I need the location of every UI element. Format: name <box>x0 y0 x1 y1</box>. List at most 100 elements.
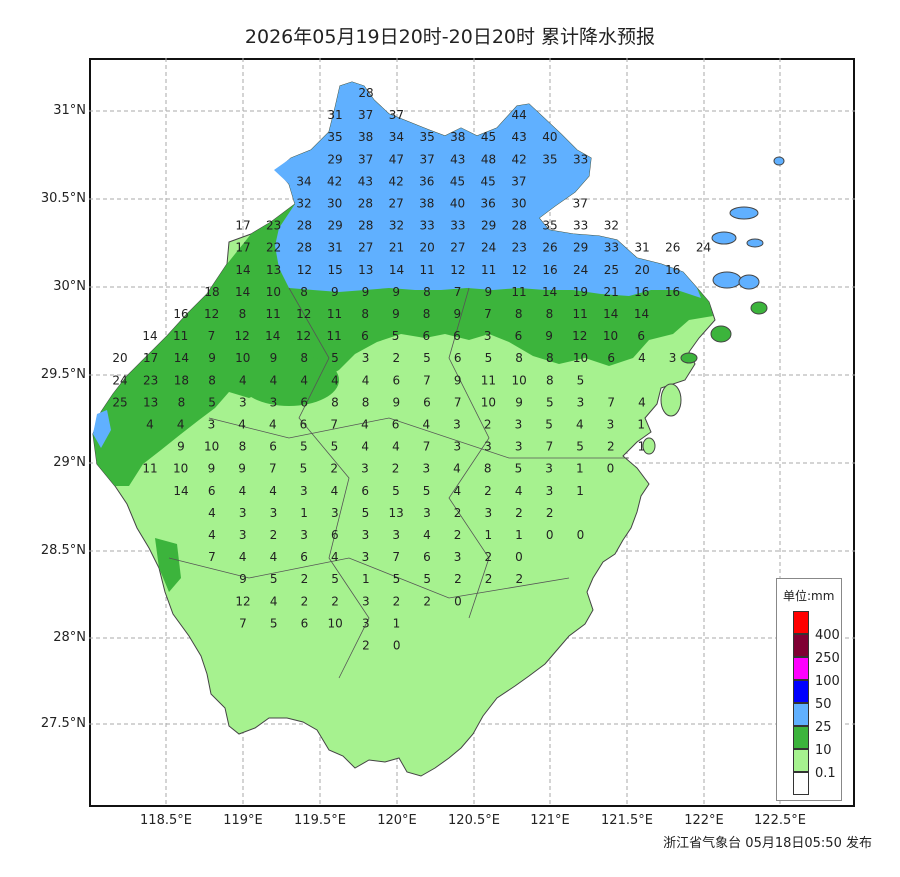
precip-value: 2 <box>392 462 400 476</box>
lon-label: 119.5°E <box>294 813 346 828</box>
precip-value: 2 <box>484 550 492 564</box>
precip-value: 3 <box>392 528 400 542</box>
precip-value: 28 <box>297 241 312 255</box>
lat-label: 29°N <box>53 455 86 470</box>
precip-value: 25 <box>604 263 619 277</box>
precip-value: 16 <box>665 263 680 277</box>
precip-value: 4 <box>270 373 278 387</box>
precip-value: 36 <box>419 174 434 188</box>
issuer-footer: 浙江省气象台 05月18日05:50 发布 <box>663 836 872 851</box>
precip-value: 9 <box>515 395 523 409</box>
lat-label: 30°N <box>53 279 86 294</box>
precip-value: 3 <box>362 594 370 608</box>
precip-value: 33 <box>573 219 588 233</box>
precip-value: 27 <box>388 197 403 211</box>
precip-value: 1 <box>638 440 646 454</box>
precip-value: 8 <box>331 395 339 409</box>
precip-value: 12 <box>512 263 527 277</box>
lat-label: 29.5°N <box>40 367 86 382</box>
precip-value: 3 <box>239 395 247 409</box>
lat-label: 28.5°N <box>40 543 86 558</box>
precip-value: 5 <box>362 506 370 520</box>
precip-value: 10 <box>173 462 188 476</box>
precip-value: 8 <box>423 307 431 321</box>
precip-value: 2 <box>607 440 615 454</box>
precip-value: 16 <box>542 263 557 277</box>
region-moderate-rain-blob <box>239 354 339 406</box>
precip-value: 8 <box>484 462 492 476</box>
precip-value: 37 <box>358 152 373 166</box>
precip-value: 5 <box>331 572 339 586</box>
precip-value: 7 <box>423 440 431 454</box>
islands-light <box>642 383 682 455</box>
precip-value: 8 <box>515 351 523 365</box>
lat-label: 30.5°N <box>40 191 86 206</box>
precip-value: 38 <box>419 197 434 211</box>
precip-value: 4 <box>638 351 646 365</box>
precip-value: 5 <box>515 462 523 476</box>
precip-value: 1 <box>362 572 370 586</box>
precip-value: 11 <box>142 462 157 476</box>
precip-value: 36 <box>481 197 496 211</box>
precip-value: 7 <box>330 418 338 432</box>
precip-value: 12 <box>572 329 587 343</box>
precip-value: 8 <box>239 440 247 454</box>
lon-label: 119°E <box>223 813 263 828</box>
precip-value: 11 <box>481 373 496 387</box>
precip-value: 6 <box>637 329 645 343</box>
precip-value: 18 <box>204 285 219 299</box>
precip-value: 10 <box>603 329 618 343</box>
precip-value: 4 <box>422 418 430 432</box>
precip-value: 5 <box>576 440 584 454</box>
precip-value: 14 <box>173 484 188 498</box>
precip-value: 8 <box>515 307 523 321</box>
precip-value: 4 <box>146 418 154 432</box>
precip-value: 9 <box>453 307 461 321</box>
precip-value: 3 <box>362 550 370 564</box>
precip-value: 0 <box>577 528 585 542</box>
precip-value: 5 <box>423 351 431 365</box>
precip-value: 9 <box>331 285 339 299</box>
precip-value: 30 <box>327 197 342 211</box>
precip-value: 28 <box>297 219 312 233</box>
precip-value: 32 <box>296 197 311 211</box>
precip-value: 6 <box>453 329 461 343</box>
precip-value: 3 <box>239 506 247 520</box>
precip-value: 12 <box>296 307 311 321</box>
precip-value: 3 <box>545 462 553 476</box>
legend: 单位:mm 400 250 100 50 25 10 0.1 <box>776 578 842 801</box>
precip-value: 4 <box>238 418 246 432</box>
precip-value: 7 <box>423 373 431 387</box>
precip-value: 7 <box>546 440 554 454</box>
precip-value: 4 <box>331 484 339 498</box>
precip-value: 24 <box>481 241 496 255</box>
precip-value: 4 <box>362 373 370 387</box>
precip-value: 14 <box>634 307 649 321</box>
precip-value: 9 <box>484 285 492 299</box>
precip-value: 8 <box>300 351 308 365</box>
precip-value: 8 <box>546 351 554 365</box>
precip-value: 4 <box>638 395 646 409</box>
precip-value: 13 <box>358 263 373 277</box>
precip-value: 12 <box>296 329 311 343</box>
precip-value: 0 <box>393 639 401 653</box>
precip-value: 13 <box>266 263 281 277</box>
precip-value: 3 <box>270 395 278 409</box>
precip-value: 7 <box>454 285 462 299</box>
precip-value: 1 <box>637 418 645 432</box>
precip-value: 9 <box>392 285 400 299</box>
precip-value: 43 <box>512 130 527 144</box>
precip-value: 8 <box>208 373 216 387</box>
precip-value: 2 <box>423 594 431 608</box>
precip-value: 4 <box>239 484 247 498</box>
precip-value: 3 <box>423 506 431 520</box>
precip-value: 5 <box>300 440 308 454</box>
precip-value: 20 <box>112 351 127 365</box>
precip-value: 3 <box>453 440 461 454</box>
legend-swatch-25 <box>793 703 809 726</box>
precip-value: 1 <box>484 528 492 542</box>
precip-value: 2 <box>484 418 492 432</box>
precip-value: 11 <box>511 285 526 299</box>
precip-value: 16 <box>173 307 188 321</box>
